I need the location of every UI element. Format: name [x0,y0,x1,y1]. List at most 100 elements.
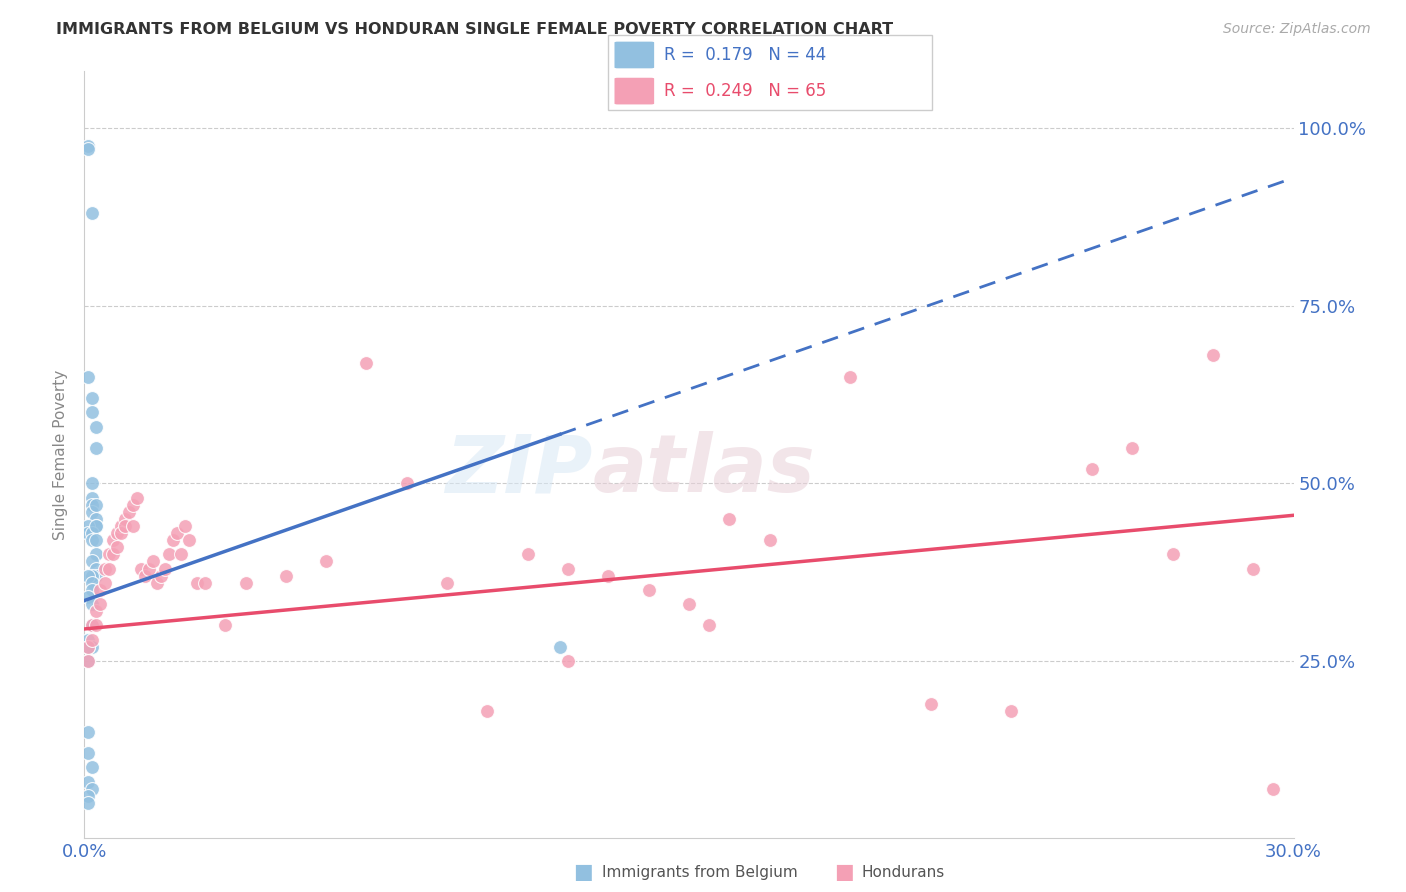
Point [1000,704,1022,718]
Point [548,640,571,654]
FancyBboxPatch shape [607,35,932,110]
Point [121,519,143,533]
Point [315,554,337,568]
Point [89,597,111,611]
Point [758,533,780,548]
Point [477,704,499,718]
Point [82,618,104,632]
Text: Immigrants from Belgium: Immigrants from Belgium [602,865,797,880]
Point [93,561,115,575]
Point [153,561,176,575]
Point [86,561,108,575]
Point [82,640,104,654]
Point [114,512,136,526]
Point [86,441,108,455]
Point [77,590,100,604]
Point [920,697,942,711]
Point [356,355,378,369]
Point [557,561,579,575]
Point [89,582,111,597]
Point [82,498,104,512]
Point [718,512,741,526]
Point [146,575,169,590]
Point [86,519,108,533]
Point [395,476,418,491]
Point [1121,441,1143,455]
Point [166,526,188,541]
Point [82,533,104,548]
Point [179,533,201,548]
FancyBboxPatch shape [614,42,654,69]
Text: IMMIGRANTS FROM BELGIUM VS HONDURAN SINGLE FEMALE POVERTY CORRELATION CHART: IMMIGRANTS FROM BELGIUM VS HONDURAN SING… [56,22,893,37]
Point [77,654,100,668]
Text: ■: ■ [574,863,593,882]
Point [839,369,862,384]
Point [274,568,297,582]
Text: atlas: atlas [592,431,815,509]
Point [134,568,156,582]
Point [235,575,257,590]
Point [82,405,104,419]
Point [214,618,236,632]
Point [125,491,148,505]
Point [86,419,108,434]
Point [77,568,100,582]
Point [1263,781,1285,796]
Point [77,796,100,810]
Point [82,632,104,647]
Point [77,640,100,654]
Text: R =  0.179   N = 44: R = 0.179 N = 44 [664,46,827,64]
FancyBboxPatch shape [614,78,654,104]
Point [77,632,100,647]
Text: Hondurans: Hondurans [862,865,945,880]
Point [194,575,217,590]
Point [77,519,100,533]
Point [186,575,208,590]
Point [82,206,104,220]
Point [678,597,700,611]
Point [77,746,100,760]
Point [1081,462,1104,476]
Point [82,476,104,491]
Text: ZIP: ZIP [444,431,592,509]
Point [82,597,104,611]
Point [142,554,165,568]
Text: ■: ■ [834,863,853,882]
Point [110,526,132,541]
Point [86,533,108,548]
Point [77,143,100,157]
Point [101,533,124,548]
Point [82,575,104,590]
Text: Source: ZipAtlas.com: Source: ZipAtlas.com [1223,22,1371,37]
Point [174,519,197,533]
Point [105,541,128,555]
Point [598,568,620,582]
Point [162,533,184,548]
Point [77,654,100,668]
Point [138,561,160,575]
Point [86,498,108,512]
Point [1161,547,1184,561]
Text: R =  0.249   N = 65: R = 0.249 N = 65 [664,82,827,100]
Point [157,547,180,561]
Point [170,547,193,561]
Point [105,526,128,541]
Point [86,519,108,533]
Point [436,575,458,590]
Point [101,547,124,561]
Point [110,519,132,533]
Point [118,505,141,519]
Point [82,760,104,774]
Point [82,618,104,632]
Point [97,547,120,561]
Point [77,369,100,384]
Point [77,725,100,739]
Point [121,498,143,512]
Point [516,547,538,561]
Point [97,561,120,575]
Point [86,512,108,526]
Point [77,526,100,541]
Point [82,491,104,505]
Point [86,604,108,618]
Point [1241,561,1264,575]
